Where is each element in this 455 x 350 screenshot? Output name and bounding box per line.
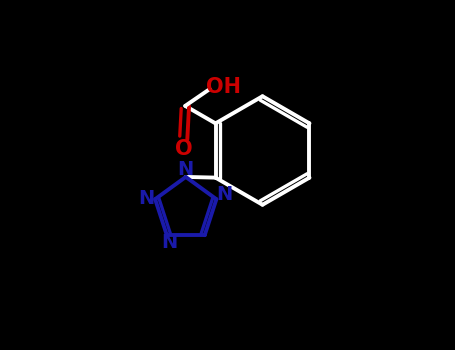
Text: N: N <box>162 233 178 252</box>
Text: O: O <box>175 139 193 159</box>
Text: N: N <box>216 186 232 204</box>
Text: OH: OH <box>206 77 241 97</box>
Text: N: N <box>139 189 155 208</box>
Text: N: N <box>177 160 194 179</box>
